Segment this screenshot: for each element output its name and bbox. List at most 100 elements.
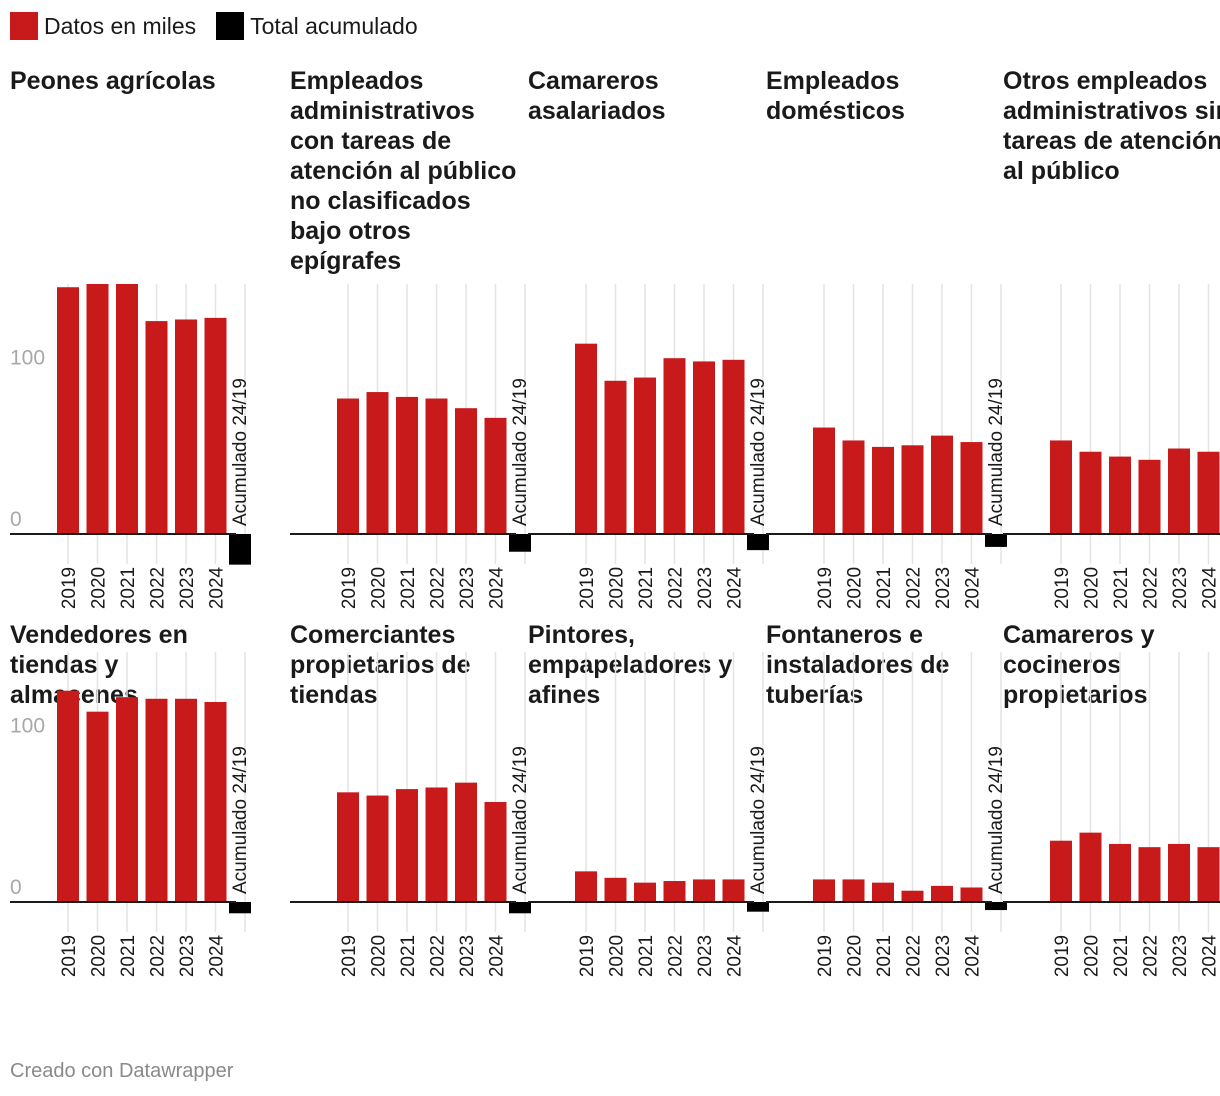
x-tick-label: 2022 (666, 567, 687, 609)
data-bar (931, 435, 953, 534)
legend-swatch-red (10, 12, 38, 40)
y-tick-label: 0 (10, 508, 22, 531)
x-tick-label: 2021 (874, 567, 895, 609)
data-bar (396, 396, 418, 534)
data-bar (872, 882, 894, 902)
x-tick-label: 2021 (398, 567, 419, 609)
x-tick-label: 2020 (369, 935, 390, 977)
data-bar (1109, 843, 1131, 902)
bar-chart: 0 100 2019 2020 2021 2022 2023 2024 Acumulado 24… (10, 652, 251, 977)
total-label: Acumulado 24/19 (986, 378, 1007, 526)
x-tick-label: 2024 (963, 934, 984, 977)
total-bar (747, 902, 769, 912)
x-tick-label: 2020 (89, 935, 110, 977)
total-label: Acumulado 24/19 (230, 746, 251, 894)
x-tick-label: 2023 (1170, 935, 1191, 977)
total-bar (509, 534, 531, 552)
data-bar (425, 787, 448, 902)
data-bar (872, 446, 894, 534)
data-bar (1109, 456, 1131, 534)
data-bar (604, 380, 627, 534)
total-bar (985, 534, 1007, 547)
total-label: Acumulado 24/19 (748, 378, 769, 526)
x-tick-label: 2023 (695, 935, 716, 977)
data-bar (57, 287, 79, 534)
x-tick-label: 2020 (845, 935, 866, 977)
data-bar (484, 417, 507, 534)
data-bar (145, 698, 168, 902)
chart-title: Empleados domésticos (766, 67, 905, 125)
x-tick-label: 2020 (1082, 567, 1103, 609)
x-tick-label: 2023 (1170, 567, 1191, 609)
data-bar (366, 795, 389, 902)
x-tick-label: 2021 (118, 567, 139, 609)
data-bar (1138, 847, 1161, 902)
x-tick-label: 2019 (59, 935, 80, 977)
x-tick-label: 2022 (904, 567, 925, 609)
x-tick-label: 2019 (339, 567, 360, 609)
data-bar (663, 881, 686, 902)
x-tick-label: 2020 (607, 935, 628, 977)
total-label: Acumulado 24/19 (230, 378, 251, 526)
x-tick-label: 2021 (1111, 567, 1132, 609)
data-bar (455, 408, 477, 534)
data-bar (813, 427, 835, 534)
chart-title: Otros empleados administrativos sin tare… (1003, 67, 1220, 185)
legend-swatch-black (216, 12, 245, 40)
data-bar (1168, 448, 1190, 534)
chart-title: Comerciantes propietarios de tiendas (290, 621, 471, 709)
data-bar (1050, 840, 1072, 902)
data-bar (86, 711, 109, 902)
bar-chart: 0 100 2019 2020 2021 2022 2023 2024 Acumulado 24… (10, 284, 251, 609)
data-bar (337, 792, 359, 902)
x-tick-label: 2022 (1141, 935, 1162, 977)
data-bar (693, 879, 715, 902)
x-tick-label: 2021 (398, 935, 419, 977)
x-tick-label: 2020 (845, 567, 866, 609)
x-tick-label: 2023 (933, 935, 954, 977)
data-bar (604, 877, 627, 902)
data-bar (116, 284, 138, 534)
data-bar (722, 359, 745, 534)
x-tick-label: 2024 (963, 566, 984, 609)
data-bar (901, 890, 924, 902)
x-tick-label: 2019 (1052, 935, 1073, 977)
y-tick-label: 100 (10, 347, 45, 370)
x-tick-label: 2021 (874, 935, 895, 977)
x-tick-label: 2022 (148, 935, 169, 977)
chart-title: Empleados administrativos con tareas de … (290, 67, 517, 275)
x-tick-label: 2019 (1052, 567, 1073, 609)
chart-title: Fontaneros e instaladores de tuberías (766, 621, 950, 709)
x-tick-label: 2019 (577, 935, 598, 977)
total-bar (509, 902, 531, 914)
y-tick-label: 0 (10, 876, 22, 899)
data-bar (86, 284, 109, 534)
x-tick-label: 2019 (815, 567, 836, 609)
data-bar (1197, 847, 1220, 902)
total-bar (985, 902, 1007, 911)
legend-item-total: Total acumulado (216, 12, 418, 40)
data-bar (1138, 459, 1161, 534)
data-bar (1050, 440, 1072, 534)
data-bar (663, 358, 686, 534)
x-tick-label: 2020 (1082, 935, 1103, 977)
data-bar (842, 440, 865, 534)
total-bar (229, 902, 251, 914)
x-tick-label: 2023 (457, 935, 478, 977)
total-label: Acumulado 24/19 (510, 746, 531, 894)
chart-title: Pintores, empapeladores y afines (528, 621, 733, 709)
data-bar (204, 702, 227, 902)
data-bar (204, 317, 227, 534)
total-label: Acumulado 24/19 (748, 746, 769, 894)
x-tick-label: 2024 (207, 934, 228, 977)
data-bar (337, 398, 359, 534)
x-tick-label: 2024 (725, 934, 746, 977)
data-bar (57, 690, 79, 902)
data-bar (1197, 451, 1220, 534)
data-bar (1168, 843, 1190, 902)
x-tick-label: 2022 (904, 935, 925, 977)
footer-credit[interactable]: Creado con Datawrapper (10, 1060, 234, 1082)
